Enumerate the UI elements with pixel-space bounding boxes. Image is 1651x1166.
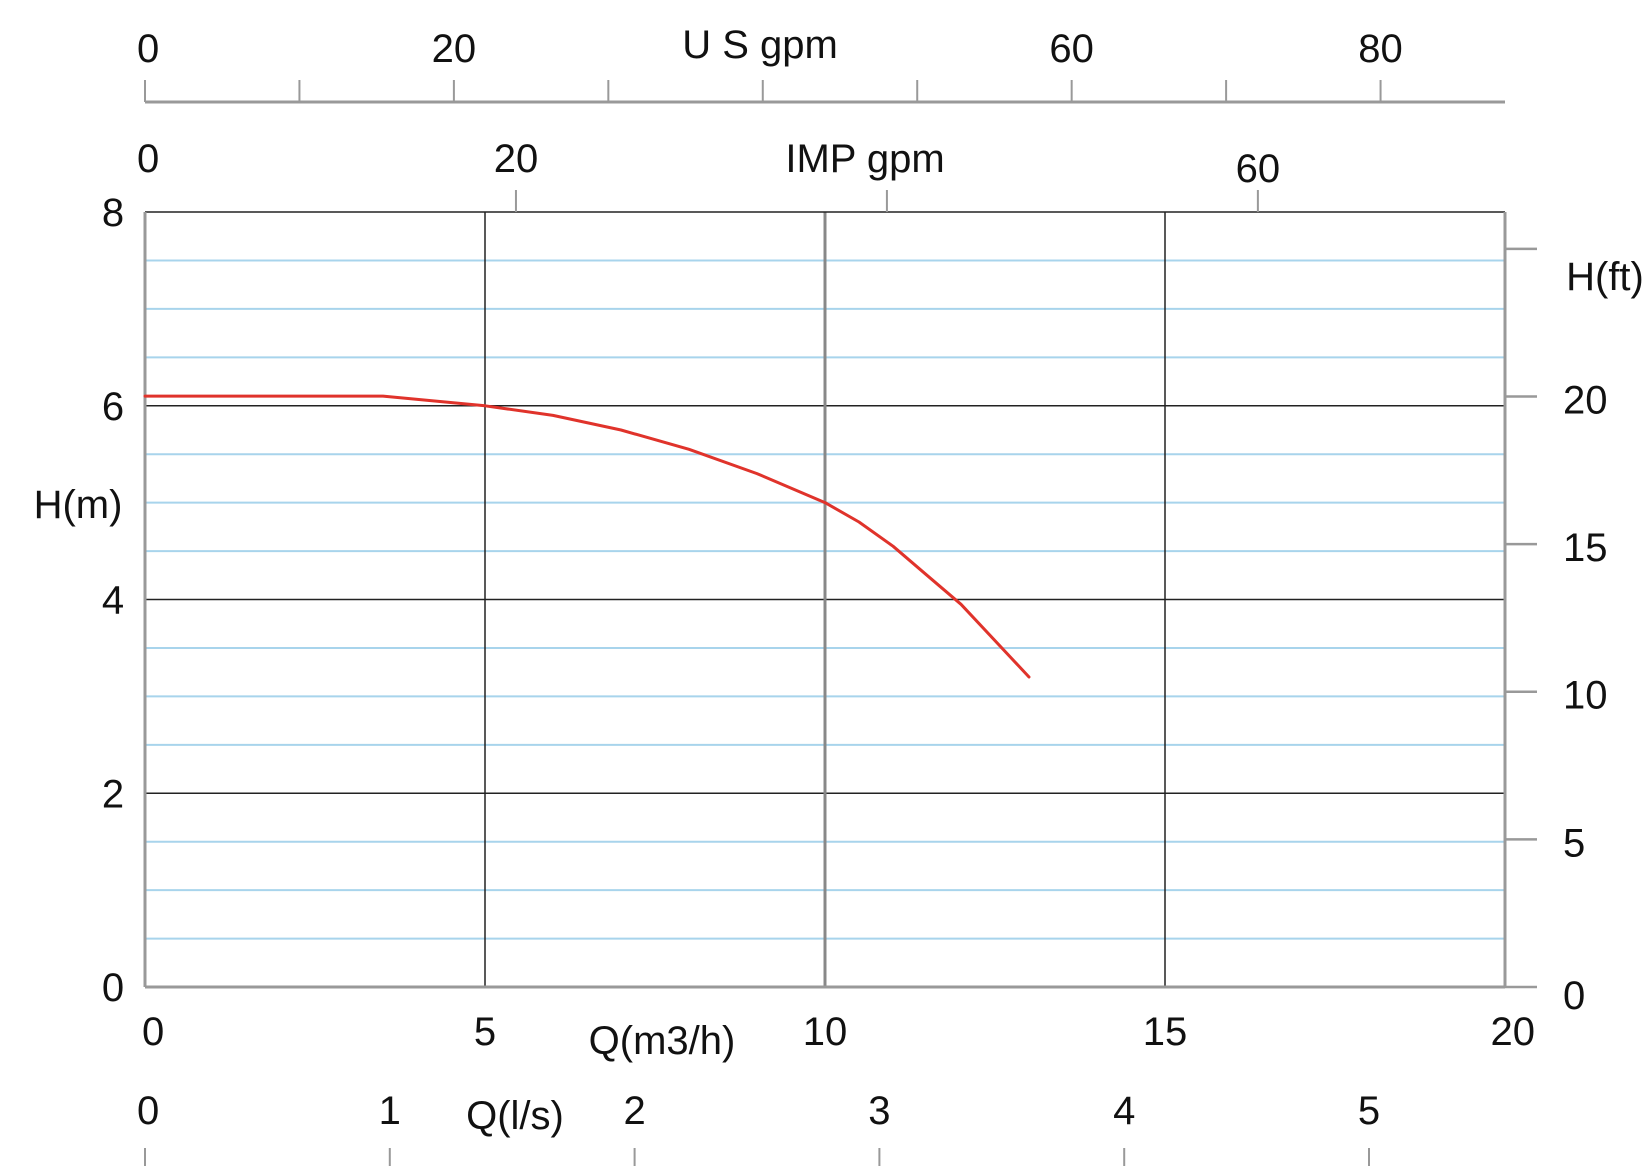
y-tick-label-ft: 15: [1563, 526, 1608, 570]
x-tick-label-impgpm: 60: [1236, 147, 1281, 191]
x-tick-label-ls: 3: [868, 1089, 890, 1133]
x-tick-label-ls: 5: [1358, 1089, 1380, 1133]
imp-gpm-axis-title: IMP gpm: [785, 137, 944, 181]
x-tick-label-m3h: 15: [1143, 1010, 1188, 1054]
x-tick-label-m3h: 10: [803, 1010, 848, 1054]
x-tick-label-ls: 2: [623, 1089, 645, 1133]
x-tick-label-ls: 4: [1113, 1089, 1135, 1133]
x-tick-label-m3h: 20: [1491, 1010, 1536, 1054]
y-tick-label-ft: 5: [1563, 821, 1585, 865]
x-tick-label-ls: 1: [379, 1089, 401, 1133]
pump-curve-line-0: [143, 394, 1031, 679]
x-tick-label-impgpm: 0: [137, 137, 159, 181]
grid: [145, 212, 1505, 987]
y-tick-label-m: 4: [102, 579, 124, 623]
plot-frame: [143, 211, 1507, 989]
x-axis-title-m3h: Q(m3/h): [589, 1019, 736, 1063]
y-tick-label-m: 0: [102, 966, 124, 1010]
series-layer: [143, 394, 1031, 679]
y-tick-label-ft: 10: [1563, 674, 1608, 718]
x-tick-label-usgpm: 60: [1049, 27, 1094, 71]
us-gpm-axis-title: U S gpm: [682, 23, 838, 67]
y-axis-title-right: H(ft): [1566, 255, 1644, 299]
y-axis-title-left: H(m): [34, 483, 123, 527]
x-tick-label-usgpm: 20: [432, 27, 477, 71]
x-axis-title-ls: Q(l/s): [466, 1094, 564, 1138]
x-tick-label-m3h: 0: [142, 1010, 164, 1054]
x-tick-label-m3h: 5: [474, 1010, 496, 1054]
y-tick-label-ft: 20: [1563, 378, 1608, 422]
x-tick-label-ls: 0: [137, 1089, 159, 1133]
y-tick-label-ft: 0: [1563, 974, 1585, 1018]
y-tick-label-m: 6: [102, 385, 124, 429]
x-tick-label-impgpm: 20: [494, 137, 539, 181]
x-tick-label-usgpm: 0: [137, 27, 159, 71]
y-tick-label-m: 2: [102, 772, 124, 816]
x-tick-label-usgpm: 80: [1358, 27, 1403, 71]
y-tick-label-m: 8: [102, 191, 124, 235]
